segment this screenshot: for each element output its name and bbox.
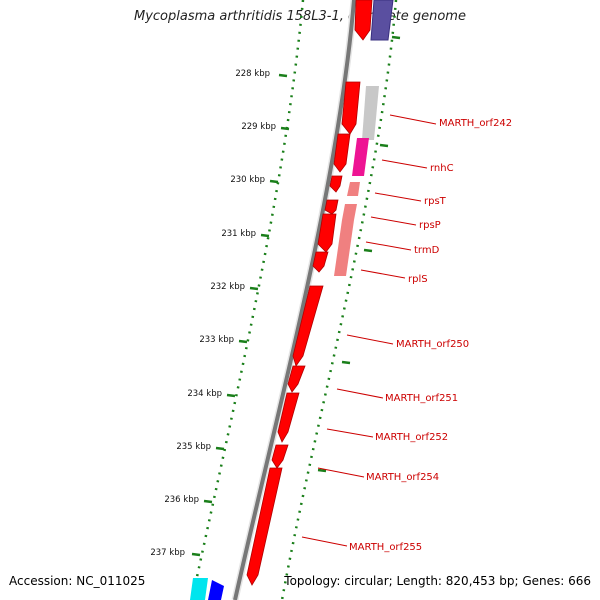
gene-arrow [271, 444, 289, 469]
cog-box [334, 220, 354, 276]
cog-box [208, 580, 224, 600]
cog-box [362, 86, 379, 140]
scale-ticks [191, 73, 290, 557]
ruler-label: 235 kbp [176, 442, 211, 452]
gene-label: rpsT [424, 196, 447, 207]
cog-box [190, 578, 208, 600]
gene-arrow [277, 392, 300, 443]
gene-label: MARTH_orf242 [439, 118, 512, 129]
accession-text: Accession: NC_011025 [9, 574, 146, 588]
gene-arrow [324, 199, 339, 215]
ruler-label: 231 kbp [221, 229, 256, 239]
cog-box [342, 204, 357, 220]
gene-label: MARTH_orf251 [385, 393, 458, 404]
gene-label: rnhC [430, 163, 454, 174]
ruler-label: 228 kbp [235, 69, 270, 79]
gene-label: MARTH_orf254 [366, 472, 439, 483]
ruler-label: 237 kbp [150, 548, 185, 558]
gene-arrow [246, 467, 283, 586]
gene-arrow [329, 175, 343, 193]
genome-backbone-line [233, 0, 356, 600]
gene-label: MARTH_orf255 [349, 542, 422, 553]
gene-label: rpsP [419, 220, 441, 231]
gene-arrow [333, 133, 351, 173]
scale-ring-dotted [190, 0, 305, 600]
gene-label: rplS [408, 274, 428, 285]
gene-arrow [312, 251, 329, 273]
cog-box [347, 182, 360, 196]
ruler-label: 232 kbp [210, 282, 245, 292]
ruler-label: 233 kbp [199, 335, 234, 345]
ruler-label: 230 kbp [230, 175, 265, 185]
gene-arrow [292, 285, 324, 367]
ruler-label: 236 kbp [164, 495, 199, 505]
gene-label: MARTH_orf252 [375, 432, 448, 443]
cog-box [370, 0, 394, 41]
gene-arrow [341, 81, 361, 135]
gene-arrow [317, 213, 337, 253]
gene-label: trmD [414, 245, 440, 256]
cog-boxes [190, 0, 394, 600]
gene-labels: MARTH_orf242 rnhC rpsT rpsP trmD rplS MA… [349, 118, 512, 553]
leader-lines [301, 114, 437, 547]
gene-arrow [354, 0, 373, 41]
genome-backbone [231, 0, 358, 600]
ruler-label: 234 kbp [187, 389, 222, 399]
outer-ring-ticks [317, 35, 401, 473]
ruler-label: 229 kbp [241, 122, 276, 132]
gene-label: MARTH_orf250 [396, 339, 469, 350]
outer-ring-dotted [280, 0, 398, 600]
ruler-labels: 228 kbp 229 kbp 230 kbp 231 kbp 232 kbp … [150, 69, 276, 558]
cog-box [352, 138, 369, 176]
gene-arrow [287, 365, 306, 393]
genome-summary-text: Topology: circular; Length: 820,453 bp; … [284, 574, 591, 588]
gene-arrows [246, 0, 373, 586]
